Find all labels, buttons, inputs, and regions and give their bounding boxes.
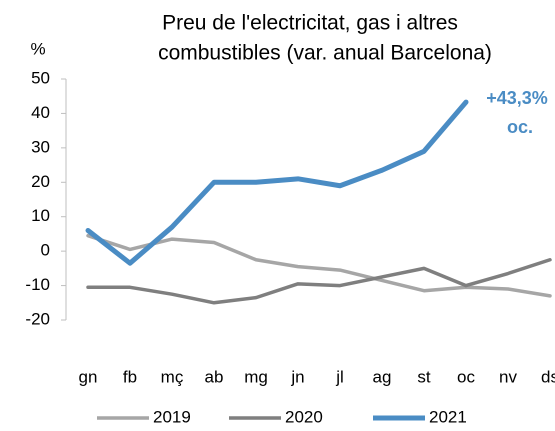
series-line	[85, 99, 469, 266]
chart-title: Preu de l'electricitat, gas i altres	[162, 12, 458, 35]
x-tick-label: ds	[541, 367, 555, 386]
x-tick-label: jn	[290, 367, 304, 386]
x-tick-label: oc	[457, 367, 475, 386]
series-line	[86, 233, 552, 298]
legend-label: 2021	[429, 407, 467, 426]
x-tick-label: st	[417, 367, 431, 386]
x-tick-label: fb	[123, 367, 137, 386]
y-tick-label: 10	[31, 206, 50, 225]
legend-label: 2020	[285, 407, 323, 426]
x-tick-label: nv	[499, 367, 517, 386]
x-tick-label: mç	[161, 367, 184, 386]
x-tick-label: ab	[205, 367, 224, 386]
chart-title: combustibles (var. anual Barcelona)	[158, 42, 492, 65]
annotation: oc.	[507, 117, 533, 137]
annotation: +43,3%	[486, 88, 548, 108]
y-tick-label: -10	[25, 275, 50, 294]
x-tick-label: mg	[244, 367, 268, 386]
y-tick-label: -20	[25, 309, 50, 328]
y-tick-label: 20	[31, 172, 50, 191]
x-tick-label: gn	[79, 367, 98, 386]
series-line	[86, 258, 552, 305]
y-axis-label: %	[30, 39, 45, 58]
legend-label: 2019	[153, 407, 191, 426]
y-tick-label: 0	[41, 241, 50, 260]
y-tick-label: 30	[31, 137, 50, 156]
y-tick-label: 40	[31, 103, 50, 122]
x-tick-label: ag	[373, 367, 392, 386]
y-tick-label: 50	[31, 68, 50, 87]
x-tick-label: jl	[335, 367, 344, 386]
